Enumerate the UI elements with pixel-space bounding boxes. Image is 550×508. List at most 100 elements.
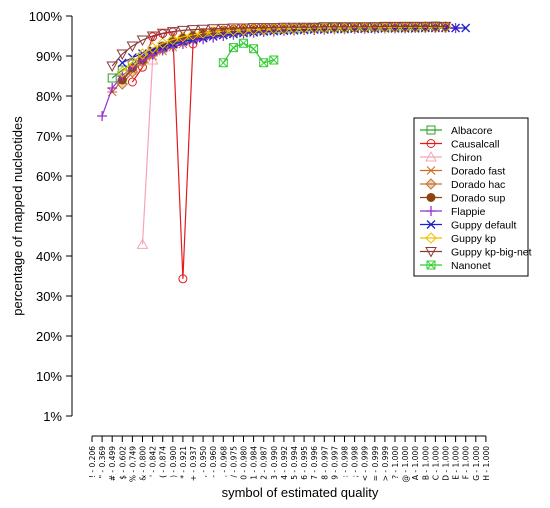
y-tick-label: 10% [36,369,62,384]
x-tick-label: C - 1.000 [431,446,440,480]
data-point [107,83,118,93]
data-point [425,178,437,190]
data-point [197,27,209,39]
x-tick-label: ; - 0.998 [351,446,360,478]
legend-label: Guppy default [451,220,516,232]
data-point [137,55,148,65]
data-point [426,193,436,202]
legend-label: Flappie [451,206,486,218]
data-point [269,55,279,65]
legend-item: Guppy default [420,220,516,232]
x-tick-label: 5 - 0.994 [290,446,299,480]
x-tick-label: " - 0.369 [98,446,107,479]
x-tick-label: 4 - 0.992 [280,446,289,480]
legend-item: Flappie [420,206,486,218]
data-point [368,22,381,33]
data-point [146,31,159,43]
data-point [147,49,158,60]
legend-label: Causalcall [451,139,499,151]
y-tick-label: 100% [29,9,63,24]
data-point [217,23,230,35]
y-tick-label: 80% [36,89,62,104]
data-point [207,24,220,35]
x-tick-label: 6 - 0.995 [300,446,309,480]
legend-label: Dorado hac [451,179,505,191]
data-point [127,77,137,87]
data-point [409,21,422,33]
data-point [106,61,119,73]
data-point [429,21,442,33]
data-point [167,33,179,46]
series-line [101,27,456,117]
data-point [278,22,290,34]
y-tick-label: 60% [36,169,62,184]
x-tick-label: # - 0.499 [108,446,117,481]
legend-item: Dorado hac [420,178,505,191]
y-axis-label: percentage of mapped nucleotides [10,116,25,316]
x-tick-label: & - 0.800 [139,446,148,481]
x-tick-label: ' - 0.842 [149,446,158,477]
data-point [187,25,199,36]
data-point [288,22,300,34]
series-line [222,42,274,64]
y-tick-label: 20% [36,329,62,344]
data-point [328,22,341,33]
data-point [136,238,149,249]
x-tick-label: 8 - 0.997 [320,446,329,480]
data-point [425,150,437,162]
series-layer [97,21,471,284]
data-point [237,23,250,35]
data-point [426,125,436,135]
x-tick-label: E - 1.000 [452,446,461,480]
legend-item: Dorado sup [420,193,505,205]
data-point [298,22,310,34]
data-point [178,274,188,284]
data-point [146,53,159,65]
data-point [389,21,401,33]
x-tick-label: : - 0.998 [341,446,350,478]
x-tick-label: ! - 0.206 [88,446,97,478]
data-point [166,27,179,38]
legend-item: Chiron [420,150,482,164]
data-point [425,232,437,244]
data-point [419,21,432,33]
data-point [451,23,461,33]
x-tick-label: A - 1.000 [411,446,420,480]
legend-label: Dorado sup [451,193,505,205]
data-point [318,22,331,33]
data-point [218,30,228,40]
legend-label: Guppy kp [451,233,496,245]
legend-label: Guppy kp-big-net [451,247,532,259]
data-point [426,260,436,270]
x-tick-label: < - 0.999 [361,446,370,481]
data-point [228,43,238,53]
x-tick-label: @ - 1.000 [401,446,410,483]
y-tick-label: 40% [36,249,62,264]
data-point [267,23,280,34]
x-tick-label: . - 0.968 [219,446,228,478]
data-point [197,24,209,36]
data-point [156,37,169,49]
x-tick-label: F - 1.000 [462,446,471,479]
data-point [107,73,117,83]
series-causalcall [127,22,440,284]
y-axis: 1% 10% 20% 30% 40% 50% 60% 70% 80% 90% 100% [29,9,73,424]
data-point [426,206,436,216]
data-point [379,21,391,33]
data-point [338,22,351,33]
legend-label: Dorado fast [451,166,505,178]
data-point [257,23,270,34]
series-nanonet [218,38,279,68]
x-tick-label: = - 0.999 [371,446,380,481]
data-point [136,48,149,60]
data-point [218,58,228,68]
data-point [426,166,436,175]
series-line [141,59,154,245]
data-point [177,39,188,49]
series-guppy-kp-big-net [106,21,452,73]
x-tick-label: D - 1.000 [442,446,451,481]
x-tick-label: ( - 0.874 [159,446,168,478]
data-point [425,247,437,258]
x-tick-label: + - 0.937 [189,446,198,481]
data-point [426,220,436,229]
